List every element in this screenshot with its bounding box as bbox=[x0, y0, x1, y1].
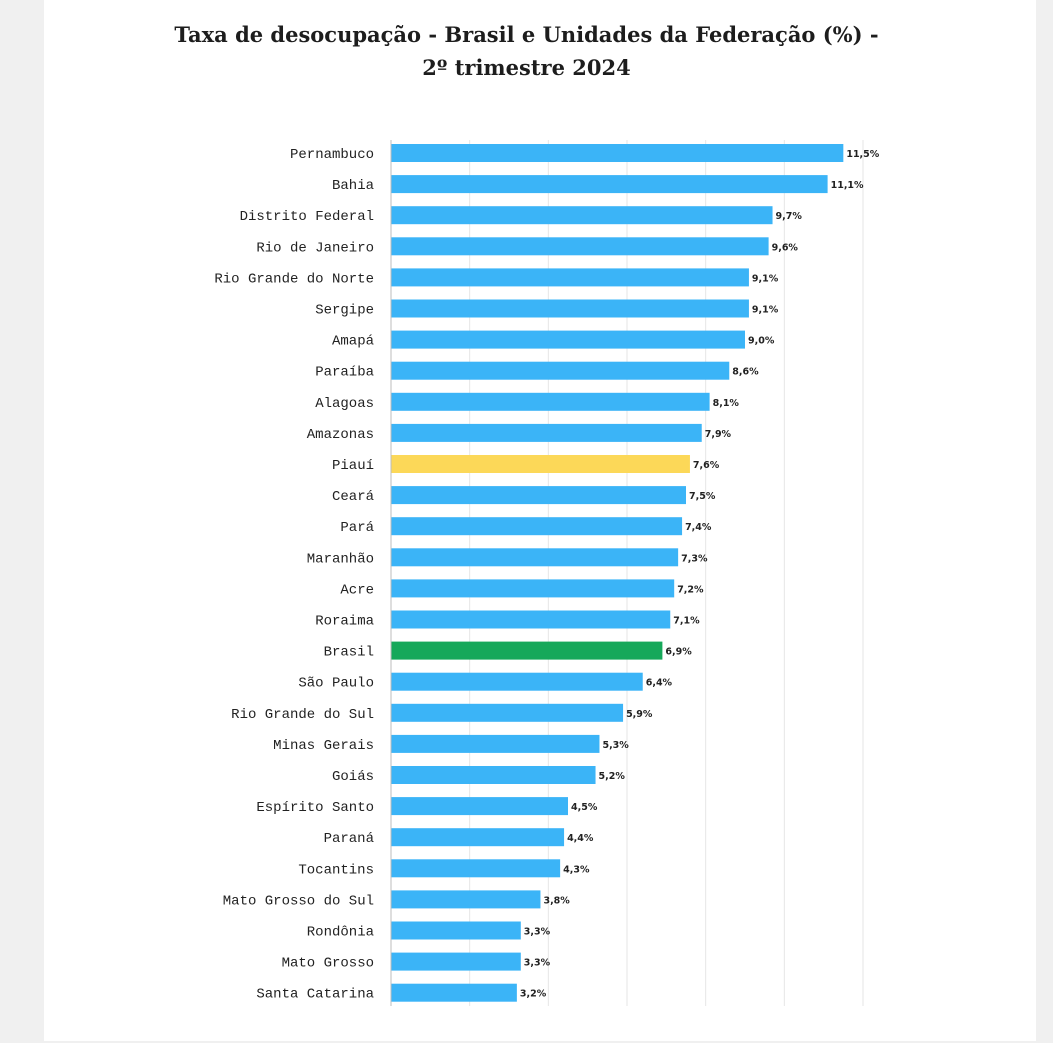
value-label: 4,3% bbox=[563, 864, 590, 875]
value-label: 7,4% bbox=[685, 522, 712, 533]
value-label: 3,3% bbox=[524, 927, 551, 938]
value-label: 7,3% bbox=[681, 553, 708, 564]
bar-mato-grosso bbox=[391, 952, 521, 971]
bar-bahia bbox=[391, 175, 828, 194]
category-label: Paraná bbox=[324, 831, 374, 847]
bar-tocantins bbox=[391, 859, 561, 878]
category-label: Rio de Janeiro bbox=[256, 240, 374, 256]
value-label: 4,5% bbox=[571, 802, 598, 813]
category-label: Rio Grande do Norte bbox=[214, 271, 374, 287]
value-label: 3,8% bbox=[543, 895, 570, 906]
value-label: 7,1% bbox=[673, 616, 700, 627]
bar-distrito-federal bbox=[391, 206, 773, 225]
category-label: Santa Catarina bbox=[256, 987, 374, 1003]
category-label: Acre bbox=[340, 582, 374, 598]
bar-maranhao bbox=[391, 548, 679, 567]
value-label: 11,5% bbox=[846, 149, 879, 160]
bar-roraima bbox=[391, 610, 671, 629]
category-label: Maranhão bbox=[307, 551, 374, 567]
bar-rio-de-janeiro bbox=[391, 237, 769, 256]
category-label: Rio Grande do Sul bbox=[231, 707, 374, 723]
bar-parana bbox=[391, 828, 565, 847]
category-label: Goiás bbox=[332, 769, 374, 785]
value-label: 7,9% bbox=[705, 429, 732, 440]
category-label: Pernambuco bbox=[290, 147, 374, 163]
value-label: 11,1% bbox=[831, 180, 864, 191]
chart-title: Taxa de desocupação - Brasil e Unidades … bbox=[0, 18, 1053, 84]
bar-paraiba bbox=[391, 361, 730, 380]
value-label: 9,1% bbox=[752, 273, 779, 284]
bar-rondonia bbox=[391, 921, 521, 940]
value-label: 7,5% bbox=[689, 491, 716, 502]
category-label: Distrito Federal bbox=[240, 209, 374, 225]
category-label: Paraíba bbox=[315, 365, 374, 381]
category-label: Sergipe bbox=[315, 303, 374, 319]
value-label: 8,1% bbox=[713, 398, 740, 409]
value-label: 9,7% bbox=[776, 211, 803, 222]
category-label: Pará bbox=[340, 520, 374, 536]
value-label: 7,2% bbox=[677, 584, 704, 595]
bar-ceara bbox=[391, 486, 686, 505]
bar-goias bbox=[391, 766, 596, 784]
bar-brasil bbox=[391, 641, 663, 660]
value-label: 4,4% bbox=[567, 833, 594, 844]
bar-sergipe bbox=[391, 299, 749, 318]
category-label: Amazonas bbox=[307, 427, 374, 443]
category-label: Mato Grosso bbox=[282, 956, 374, 972]
bar-para bbox=[391, 517, 683, 536]
category-label: Piauí bbox=[332, 458, 374, 474]
bar-acre bbox=[391, 579, 675, 598]
value-label: 5,2% bbox=[599, 771, 626, 782]
category-label: Roraima bbox=[315, 614, 374, 630]
value-labels: 11,5% 11,1% 9,7% 9,6% 9,1% 9,1% 9,0% 8,6% 8,1% 7,… bbox=[520, 149, 880, 1000]
bar-sao-paulo bbox=[391, 672, 643, 691]
bar-minas-gerais bbox=[391, 734, 600, 753]
chart-title-line1: Taxa de desocupação - Brasil e Unidades … bbox=[174, 22, 879, 47]
category-label: Alagoas bbox=[315, 396, 374, 412]
category-label: Tocantins bbox=[298, 862, 374, 878]
bar-espirito-santo bbox=[391, 797, 568, 816]
category-label: Mato Grosso do Sul bbox=[223, 893, 374, 909]
category-label: Minas Gerais bbox=[273, 738, 374, 754]
value-label: 9,6% bbox=[772, 242, 799, 253]
value-label: 9,0% bbox=[748, 336, 775, 347]
value-label: 8,6% bbox=[732, 367, 759, 378]
value-label: 3,2% bbox=[520, 989, 547, 1000]
bar-rio-grande-do-norte bbox=[391, 268, 749, 287]
category-label: São Paulo bbox=[298, 676, 374, 692]
bar-amazonas bbox=[391, 423, 702, 442]
bars bbox=[391, 144, 844, 1002]
category-labels: Pernambuco Bahia Distrito Federal Rio de Ja… bbox=[214, 147, 374, 1003]
value-label: 3,3% bbox=[524, 958, 551, 969]
bar-mato-grosso-do-sul bbox=[391, 890, 541, 909]
bar-amapa bbox=[391, 330, 745, 349]
value-label: 6,9% bbox=[665, 647, 692, 658]
bar-piaui bbox=[391, 455, 690, 473]
category-label: Ceará bbox=[332, 489, 374, 505]
value-label: 9,1% bbox=[752, 305, 779, 316]
category-label: Rondônia bbox=[307, 925, 374, 941]
value-label: 7,6% bbox=[693, 460, 720, 471]
value-label: 6,4% bbox=[646, 678, 673, 689]
bar-santa-catarina bbox=[391, 983, 517, 1002]
category-label: Bahia bbox=[332, 178, 374, 194]
category-label: Brasil bbox=[324, 645, 374, 661]
bar-alagoas bbox=[391, 392, 710, 411]
bar-pernambuco bbox=[391, 144, 844, 162]
chart-subtitle: 2º trimestre 2024 bbox=[422, 55, 631, 80]
bar-rio-grande-do-sul bbox=[391, 703, 624, 722]
value-label: 5,9% bbox=[626, 709, 653, 720]
value-label: 5,3% bbox=[602, 740, 629, 751]
category-label: Amapá bbox=[332, 334, 374, 350]
category-label: Espírito Santo bbox=[256, 800, 374, 816]
